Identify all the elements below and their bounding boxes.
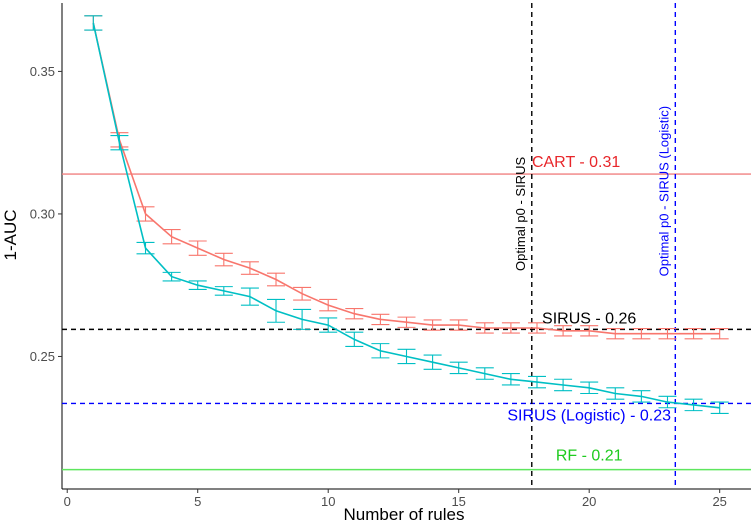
error-bar [267,298,286,323]
error-bar [710,401,729,415]
error-bar [110,134,129,151]
series-2 [84,15,729,415]
error-bar [606,327,625,340]
error-bar [684,327,703,340]
error-bar [501,322,520,334]
error-bar [475,367,494,380]
error-bar [319,317,338,333]
x-tick-label: 10 [321,494,335,509]
error-bar [449,361,468,375]
error-bar [345,308,364,320]
error-bar [188,240,207,256]
vline-label: Optimal p0 - SIRUS (Logistic) [656,106,671,277]
error-bar [293,308,312,330]
x-tick-label: 20 [582,494,596,509]
error-bar [580,381,599,395]
error-bar [319,298,338,312]
x-tick-label: 0 [64,494,71,509]
error-bar [554,325,573,337]
reference-lines [62,3,751,489]
error-bar [293,286,312,301]
x-axis-title: Number of rules [344,505,465,524]
hline-label: SIRUS (Logistic) - 0.23 [507,408,671,425]
error-bar [632,327,651,340]
y-tick-label: 0.25 [30,349,55,364]
error-bar [136,241,155,255]
error-bar [658,327,677,340]
error-bar [84,15,103,31]
x-tick-label: 25 [712,494,726,509]
error-bar [554,378,573,392]
series-1 [84,15,729,340]
y-tick-label: 0.35 [30,64,55,79]
error-bar [371,343,390,359]
error-bar [527,375,546,389]
error-bar [371,313,390,326]
error-bar [580,325,599,337]
error-bar [684,398,703,412]
error-bar [423,319,442,331]
axes: 0 5 10 15 20 25 0.25 0.30 0.35 [30,3,751,509]
error-bar [527,322,546,334]
error-bar [397,348,416,365]
hline-label: SIRUS - 0.26 [542,311,636,328]
hline-label: CART - 0.31 [532,154,620,171]
error-bar [267,272,286,287]
x-tick-label: 5 [194,494,201,509]
error-bar [658,395,677,409]
error-bar [710,327,729,340]
error-bar [606,387,625,400]
error-bar [475,322,494,334]
vline-label: Optimal p0 - SIRUS [513,157,528,271]
series-group [84,15,729,415]
annotations: CART - 0.31 SIRUS - 0.26 SIRUS (Logistic) … [507,106,671,465]
error-bar [240,261,259,275]
error-bar [188,280,207,291]
error-bar [449,319,468,331]
error-bar [345,331,364,348]
error-bar [214,252,233,267]
error-bar [632,390,651,403]
error-bar [240,287,259,306]
error-bar [162,229,181,245]
series-line [92,22,720,335]
x-tick-label: 15 [451,494,465,509]
error-bar [423,354,442,370]
error-bar [214,286,233,296]
error-bar [501,373,520,386]
error-bar [162,271,181,282]
hline-label: RF - 0.21 [556,447,623,464]
y-axis-title: 1-AUC [1,209,20,260]
y-tick-label: 0.30 [30,206,55,221]
error-bar [397,316,416,328]
